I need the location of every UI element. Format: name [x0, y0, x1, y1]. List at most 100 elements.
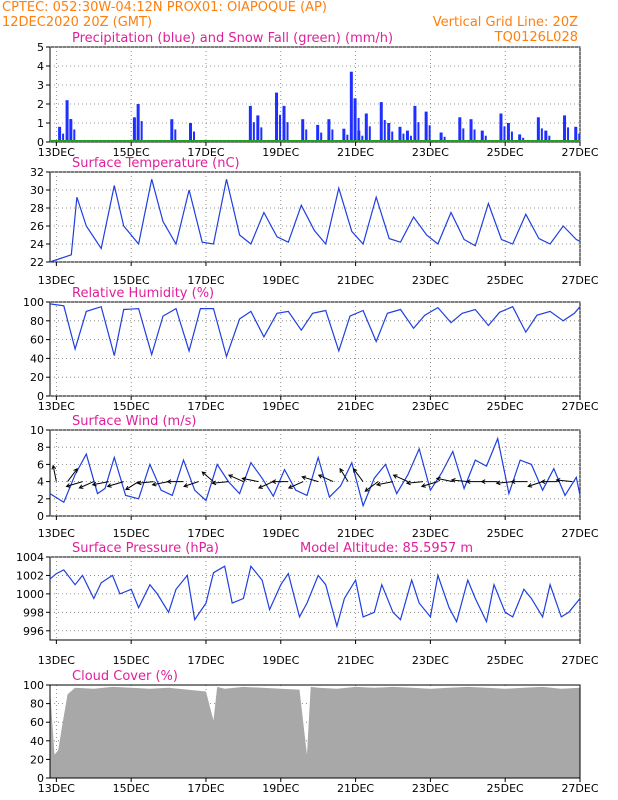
precip-bar [279, 114, 282, 142]
wind-arrow [201, 471, 214, 482]
precip-bar [275, 92, 279, 142]
precip-bar [383, 120, 386, 142]
y-tick-label: 20 [30, 371, 44, 384]
wind-arrow-head [257, 484, 263, 489]
precip-bar [458, 117, 462, 142]
y-tick-label: 4 [37, 476, 44, 489]
precip-bar [518, 134, 522, 142]
wind-arrow [125, 481, 139, 491]
wind-arrow-head [228, 474, 234, 479]
wind-arrow-head [65, 483, 71, 488]
wind-arrow-head [124, 485, 130, 491]
x-tick-label: 25DEC [487, 274, 524, 287]
wind-arrow [318, 474, 334, 483]
precip-bar [417, 122, 420, 142]
wind-arrow-head [555, 477, 561, 483]
precip-bar [428, 125, 431, 142]
x-tick-label: 17DEC [187, 146, 224, 159]
x-tick-label: 19DEC [262, 654, 299, 667]
precip-bar [331, 129, 334, 142]
wind-arrow [183, 481, 199, 487]
y-tick-label: 100 [23, 679, 44, 692]
wind-arrow-head [136, 480, 142, 486]
x-tick-label: 13DEC [38, 527, 75, 540]
panel-title: Precipitation (blue) and Snow Fall (gree… [72, 31, 393, 46]
wind-arrow-head [301, 475, 307, 480]
x-tick-label: 19DEC [262, 274, 299, 287]
y-tick-label: 1000 [16, 588, 44, 601]
precip-bar [499, 113, 503, 142]
x-tick-label: 19DEC [262, 146, 299, 159]
precip-bar [439, 132, 443, 142]
wind-arrow [353, 468, 364, 482]
x-tick-label: 21DEC [337, 527, 374, 540]
wind-arrow [302, 476, 319, 483]
cloud-cover-area [50, 686, 580, 778]
wind-arrow [66, 481, 83, 487]
y-tick-label: 60 [30, 716, 44, 729]
precip-bar [357, 130, 361, 142]
precip-bar [443, 136, 446, 142]
wind-arrow-head [201, 471, 207, 476]
y-tick-label: 4 [37, 60, 44, 73]
precip-bar [540, 128, 543, 142]
wind-arrow [364, 481, 379, 492]
wind-arrow-head [352, 467, 358, 473]
precip-bar [353, 98, 357, 142]
wind-arrow-head [211, 480, 217, 486]
precip-bar [174, 129, 177, 142]
wind-arrow [212, 481, 229, 484]
precip-bar [413, 105, 417, 142]
y-tick-label: 28 [30, 202, 44, 215]
x-tick-label: 23DEC [412, 654, 449, 667]
wind-arrow-head [527, 483, 533, 488]
precip-bar [260, 127, 263, 142]
precip-bar [136, 104, 140, 142]
panel-frame [49, 556, 581, 641]
y-tick-label: 998 [23, 606, 44, 619]
wind-arrow [421, 481, 439, 487]
x-tick-label: 17DEC [187, 274, 224, 287]
precip-bar [473, 129, 476, 142]
wind-arrow-head [287, 484, 293, 489]
wind-arrow [496, 481, 513, 484]
precip-bar [424, 111, 428, 142]
series-line [49, 564, 581, 629]
wind-arrow [92, 481, 109, 486]
panel-title: Surface Wind (m/s) [72, 414, 196, 429]
header-run-date: 12DEC2020 20Z (GMT) [2, 15, 153, 30]
precip-bar [567, 127, 570, 142]
wind-arrow-head [435, 476, 441, 482]
y-tick-label: 8 [37, 441, 44, 454]
panel-title: Surface Pressure (hPa) [72, 541, 219, 556]
precip-bar [506, 123, 510, 142]
wind-arrow-head [495, 480, 501, 486]
y-tick-label: 40 [30, 352, 44, 365]
panel-annotation: Model Altitude: 85.5957 m [300, 541, 473, 556]
header-station-info: CPTEC: 052:30W-04:12N PROX01: OIAPOQUE (… [2, 0, 327, 15]
x-tick-label: 27DEC [561, 274, 598, 287]
wind-arrow [228, 474, 244, 483]
panel-2 [46, 171, 581, 266]
wind-arrow [451, 479, 468, 483]
precip-bar [282, 105, 286, 142]
y-tick-label: 5 [37, 41, 44, 54]
precip-bar [305, 129, 308, 142]
y-tick-label: 80 [30, 315, 44, 328]
header-model-code: TQ0126L028 [494, 30, 578, 45]
x-tick-label: 23DEC [412, 146, 449, 159]
wind-arrow-head [151, 481, 157, 487]
precip-bar [170, 119, 174, 142]
wind-arrow-head [364, 487, 370, 492]
wind-arrow [376, 481, 394, 486]
precip-bar [301, 119, 305, 142]
y-tick-label: 1004 [16, 551, 44, 564]
precip-bar [193, 131, 196, 142]
series-line [49, 303, 581, 359]
x-tick-label: 15DEC [113, 274, 150, 287]
y-tick-label: 2 [37, 98, 44, 111]
x-tick-label: 13DEC [38, 654, 75, 667]
y-tick-label: 30 [30, 184, 44, 197]
precip-bar [578, 133, 581, 142]
x-tick-label: 27DEC [561, 782, 598, 795]
